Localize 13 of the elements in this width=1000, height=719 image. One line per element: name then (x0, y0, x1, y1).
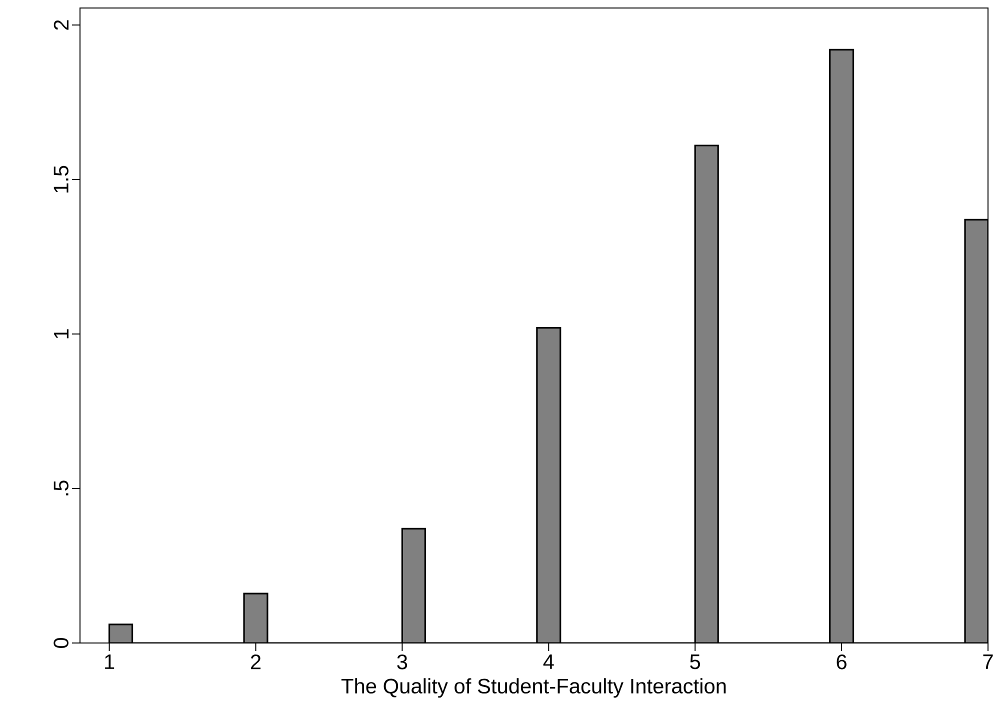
y-tick-label: 1.5 (54, 166, 68, 192)
x-tick-label: 2 (250, 654, 261, 670)
x-tick-label: 5 (690, 654, 700, 670)
y-tick-label: 0 (54, 638, 68, 648)
x-tick-label: 7 (983, 654, 993, 669)
x-tick-label: 3 (397, 654, 408, 670)
y-tick-label: 1 (54, 329, 68, 338)
y-tick-label: .5 (54, 480, 68, 496)
x-tick-label: 1 (105, 654, 114, 669)
x-axis-title: The Quality of Student-Faculty Interaction (341, 678, 726, 698)
y-tick-label: 2 (54, 20, 68, 30)
x-tick-label: 4 (543, 654, 554, 669)
x-tick-label: 6 (836, 654, 846, 670)
